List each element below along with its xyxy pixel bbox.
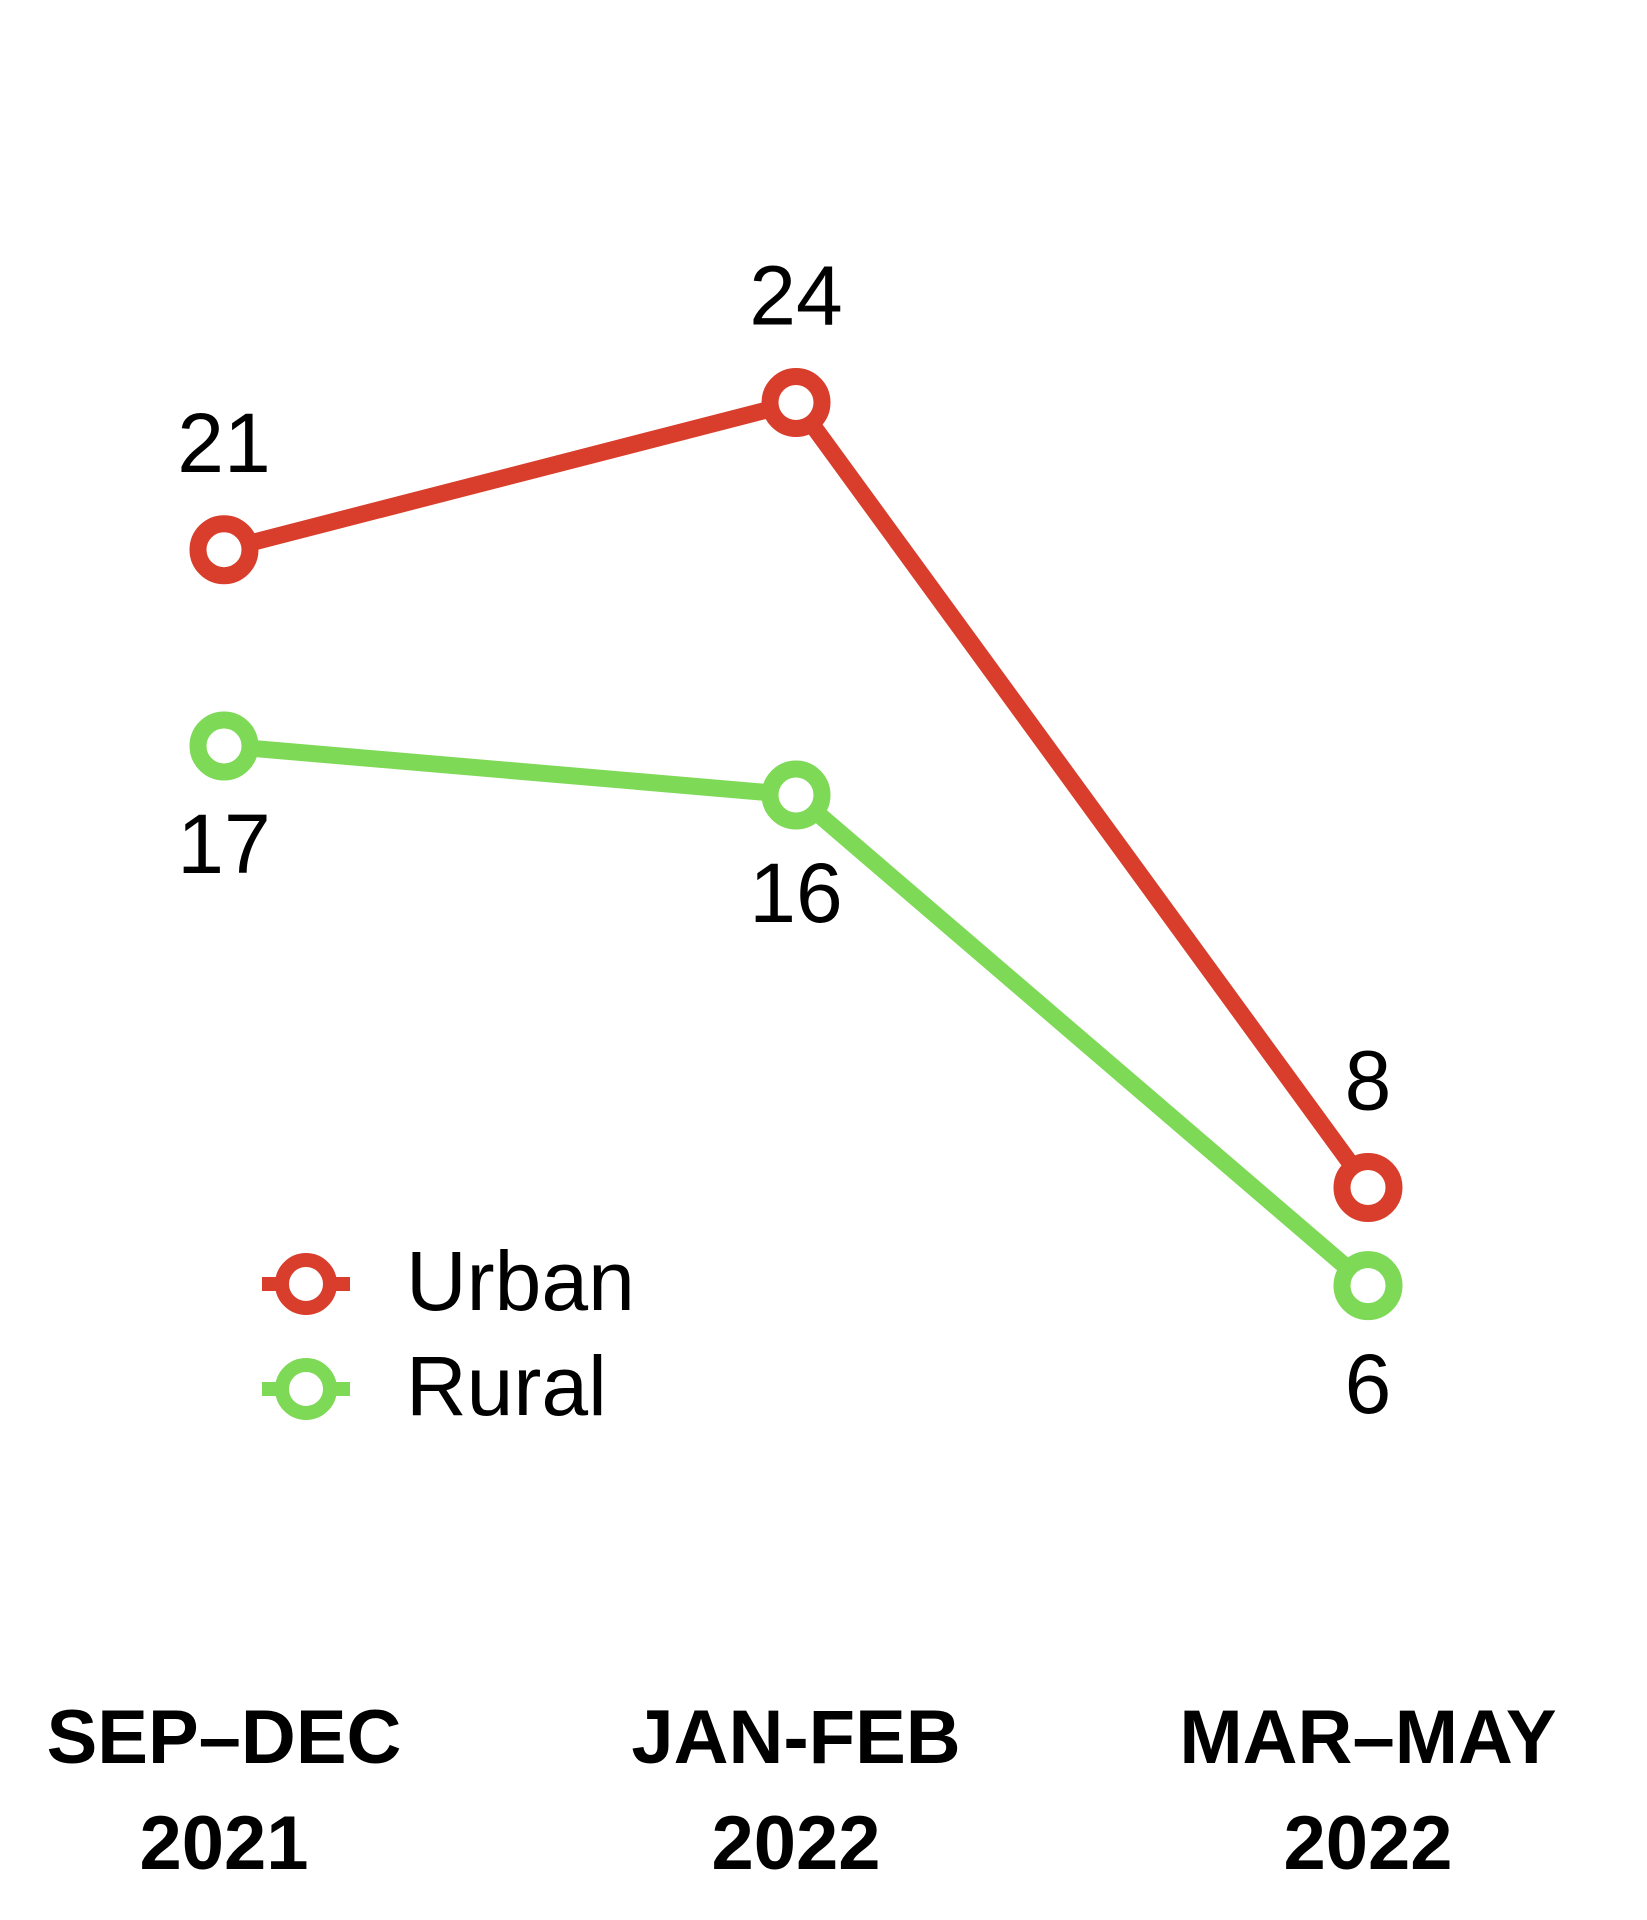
data-label: 24: [749, 249, 842, 343]
legend-label: Rural: [406, 1339, 607, 1433]
legend-marker: [275, 1358, 337, 1420]
point: [761, 760, 831, 830]
x-tick-label: JAN-FEB 2022: [631, 1695, 961, 1886]
legend-label: Urban: [406, 1234, 635, 1328]
data-label: 8: [1345, 1034, 1392, 1128]
data-label: 17: [177, 797, 270, 891]
legend-marker: [275, 1253, 337, 1315]
data-label: 16: [749, 846, 842, 940]
point: [189, 711, 259, 781]
point: [1333, 1251, 1403, 1321]
point: [1333, 1153, 1403, 1222]
data-label: 6: [1345, 1337, 1392, 1431]
data-label: 21: [177, 396, 270, 490]
point: [761, 368, 831, 437]
x-tick-label: MAR–MAY 2022: [1179, 1695, 1557, 1886]
x-tick-label: SEP–DEC 2021: [46, 1695, 402, 1886]
point: [189, 515, 259, 585]
